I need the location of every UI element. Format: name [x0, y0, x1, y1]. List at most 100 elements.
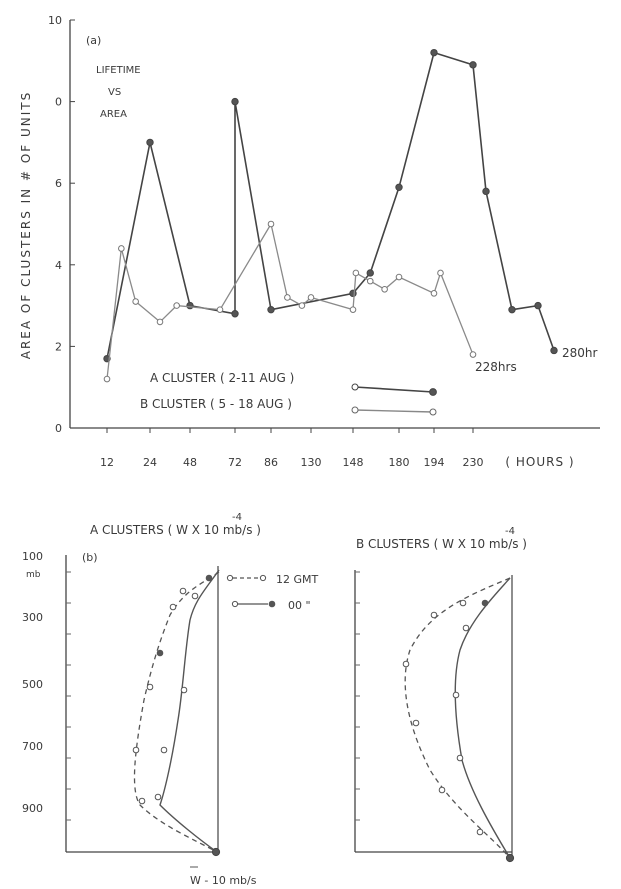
x-tick-label: 72 [228, 456, 242, 469]
series-b-point [469, 351, 477, 358]
a-surface-point [211, 847, 221, 857]
a-00gmt-point [180, 686, 188, 694]
legend: A CLUSTER ( 2-11 AUG ) B CLUSTER ( 5 - 1… [140, 371, 437, 416]
b-profile-12gmt [404, 577, 511, 859]
annotation-line-3: AREA [100, 109, 127, 120]
b-00gmt-point [452, 691, 460, 699]
series-a-point [482, 187, 490, 196]
b-12gmt-point [459, 599, 467, 607]
legend-label-b: B CLUSTER ( 5 - 18 AUG ) [140, 397, 292, 411]
series-b-point [267, 220, 275, 228]
legend-marker-a-start [351, 383, 359, 391]
pressure-tick-label: 900 [22, 802, 43, 815]
a-12gmt-point [146, 683, 154, 691]
a-clusters-title-exponent: -4 [232, 512, 242, 523]
x-axis-label: ( HOURS ) [505, 455, 574, 469]
series-b-point [381, 285, 388, 293]
series-b-point [132, 298, 139, 305]
legend-marker-b-end [429, 408, 437, 416]
b-profile-00gmt [454, 577, 511, 859]
series-a-point [231, 310, 239, 318]
b-12gmt-point [438, 786, 446, 794]
pressure-tick-label: 500 [22, 678, 43, 691]
series-b-point [307, 294, 315, 301]
legend-12gmt-marker-end [259, 574, 267, 582]
a-12gmt-point [138, 797, 146, 805]
series-b-point [173, 302, 180, 309]
y-axis-label: AREA OF CLUSTERS IN # OF UNITS [19, 91, 33, 359]
annotation-line-2: VS [108, 87, 121, 98]
y-tick-label: 10 [48, 14, 62, 27]
series-b-end-label: 228hrs [475, 360, 517, 374]
x-tick-label: 48 [183, 456, 197, 469]
y-tick-label: 0 [55, 422, 62, 435]
series-a-point [550, 346, 558, 355]
series-a-point [186, 301, 194, 310]
y-tick-label: 0 [55, 96, 62, 109]
a-clusters-profile-chart: A CLUSTERS ( W X 10 mb/s ) -4 (b) mb 100… [22, 512, 319, 887]
series-a-point [146, 138, 154, 147]
series-b-point [437, 269, 444, 277]
series-a-point [508, 305, 516, 314]
series-b-point [430, 290, 438, 297]
series-b-point [352, 269, 360, 277]
b-00gmt-point [456, 754, 464, 762]
x-tick-label: 180 [389, 456, 410, 469]
a-12gmt-point [132, 746, 140, 754]
series-b-point [284, 294, 291, 301]
y-ticks: 0 2 4 6 0 10 [48, 14, 75, 435]
pressure-ticks: 100 300 500 700 900 [22, 550, 71, 821]
legend-marker-b-start [351, 406, 359, 414]
series-b-point [216, 306, 224, 313]
a-00gmt-point [160, 746, 168, 754]
panel-b-label: (b) [82, 551, 98, 564]
profile-legend: 12 GMT 00 " [226, 573, 319, 612]
legend-00gmt-marker-start [231, 600, 239, 608]
series-a-point [349, 289, 357, 298]
series-b-line [106, 222, 474, 380]
annotation-line-1: LIFETIME [96, 65, 141, 76]
b-clusters-title: B CLUSTERS ( W X 10 mb/s ) [356, 537, 527, 551]
legend-marker-a-end [429, 388, 437, 396]
series-group [103, 48, 558, 383]
b-12gmt-point [476, 828, 484, 836]
legend-line-b [354, 409, 434, 413]
a-12gmt-point [169, 603, 177, 611]
series-a-point [430, 48, 438, 57]
x-tick-label: 194 [424, 456, 445, 469]
b-clusters-title-exponent: -4 [505, 526, 515, 537]
b-12gmt-point [412, 719, 420, 727]
legend-12gmt-marker-start [226, 574, 234, 582]
series-a-line [106, 51, 555, 359]
x-tick-label: 86 [264, 456, 278, 469]
a-00gmt-point [154, 793, 162, 801]
pressure-tick-label: 300 [22, 611, 43, 624]
pressure-unit-label: mb [26, 570, 41, 580]
y-tick-label: 4 [55, 259, 62, 272]
a-12gmt-point [179, 587, 187, 595]
series-b-point [118, 245, 125, 252]
series-a-point [395, 183, 403, 191]
b-clusters-profile-chart: B CLUSTERS ( W X 10 mb/s ) -4 [354, 526, 527, 863]
legend-line-a [354, 386, 434, 393]
series-b-point [395, 273, 403, 281]
series-a-point [231, 97, 239, 106]
b-00gmt-point [481, 599, 489, 607]
a-00gmt-point [205, 574, 213, 582]
legend-12gmt-label: 12 GMT [276, 573, 319, 586]
x-tick-label: 230 [463, 456, 484, 469]
b-surface-point [505, 853, 515, 863]
x-tick-label: 130 [301, 456, 322, 469]
b-12gmt-point [402, 660, 410, 668]
b-00gmt-point [462, 624, 470, 632]
series-b-point [298, 302, 306, 309]
series-b-point [103, 375, 111, 383]
series-a-point [267, 305, 275, 314]
b-12gmt-point [430, 611, 438, 619]
series-b-point [366, 277, 374, 285]
series-b-point [349, 306, 357, 313]
a-profile-12gmt [133, 571, 220, 853]
x-ticks: 12 24 48 72 86 130 148 180 194 230 [100, 428, 484, 469]
